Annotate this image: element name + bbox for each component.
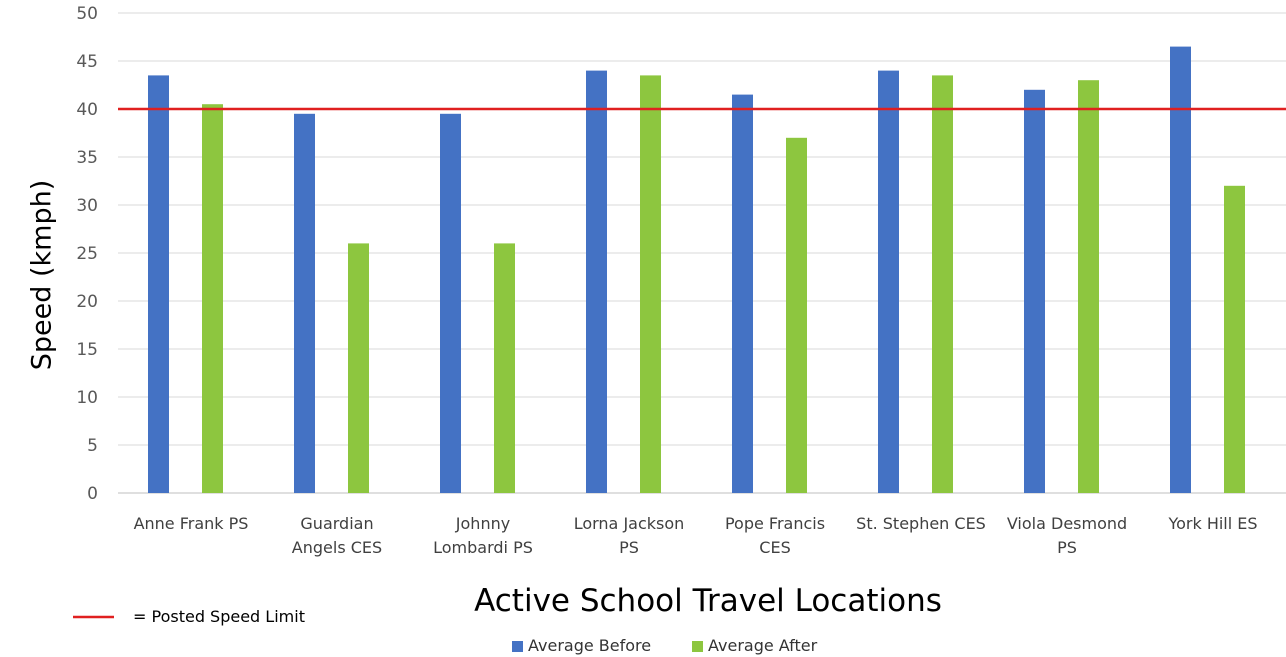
gridlines [118, 12, 1286, 494]
bar-average-before-1 [294, 113, 315, 494]
x-tick-label: St. Stephen CES [856, 514, 986, 533]
y-tick-label: 10 [76, 388, 98, 408]
y-tick-label: 45 [76, 52, 98, 72]
bar-average-before-5 [878, 70, 899, 493]
y-tick-label: 30 [76, 196, 98, 216]
y-tick-label: 50 [76, 4, 98, 24]
y-axis-label: Speed (kmph) [27, 180, 58, 370]
bar-average-after-7 [1224, 185, 1245, 494]
x-axis-label: Active School Travel Locations [474, 583, 942, 619]
bar-average-before-4 [732, 94, 753, 493]
y-tick-label: 35 [76, 148, 98, 168]
y-tick-label: 25 [76, 244, 98, 264]
x-tick-label: Viola Desmond PS [1007, 514, 1127, 557]
y-tick-label: 15 [76, 340, 98, 360]
bar-average-after-6 [1078, 80, 1099, 493]
legend-swatch-average-before [512, 641, 523, 652]
y-tick-label: 0 [87, 484, 98, 504]
y-tick-label: 40 [76, 100, 98, 120]
bar-average-after-3 [640, 75, 661, 494]
bar-average-before-7 [1170, 46, 1191, 493]
bar-average-before-0 [148, 75, 169, 494]
x-tick-label: Johnny Lombardi PS [433, 514, 533, 557]
bar-average-after-2 [494, 243, 515, 493]
x-tick-label: York Hill ES [1167, 514, 1257, 533]
bar-average-after-0 [202, 104, 223, 493]
bar-average-before-6 [1024, 89, 1045, 494]
x-tick-label: Pope Francis CES [725, 514, 825, 557]
bar-average-before-3 [586, 70, 607, 493]
y-tick-label: 5 [87, 436, 98, 456]
bar-average-after-1 [348, 243, 369, 493]
x-tick-label: Lorna Jackson PS [574, 514, 685, 557]
legend-label-average-before: Average Before [528, 636, 651, 655]
y-tick-label: 20 [76, 292, 98, 312]
y-tick-labels: 0 5 10 15 20 25 30 35 40 45 50 [76, 4, 98, 504]
speed-limit-legend-label: = Posted Speed Limit [133, 607, 305, 626]
x-tick-label: Anne Frank PS [134, 514, 249, 533]
bar-average-after-5 [932, 75, 953, 494]
legend-swatch-average-after [692, 641, 703, 652]
bars [148, 46, 1245, 494]
legend-label-average-after: Average After [708, 636, 818, 655]
bar-average-before-2 [440, 113, 461, 494]
x-tick-labels: Anne Frank PS Guardian Angels CES Johnny Lom… [134, 514, 1258, 557]
legend: Average Before Average After [512, 636, 818, 655]
bar-average-after-4 [786, 137, 807, 494]
x-tick-label: Guardian Angels CES [292, 514, 382, 557]
